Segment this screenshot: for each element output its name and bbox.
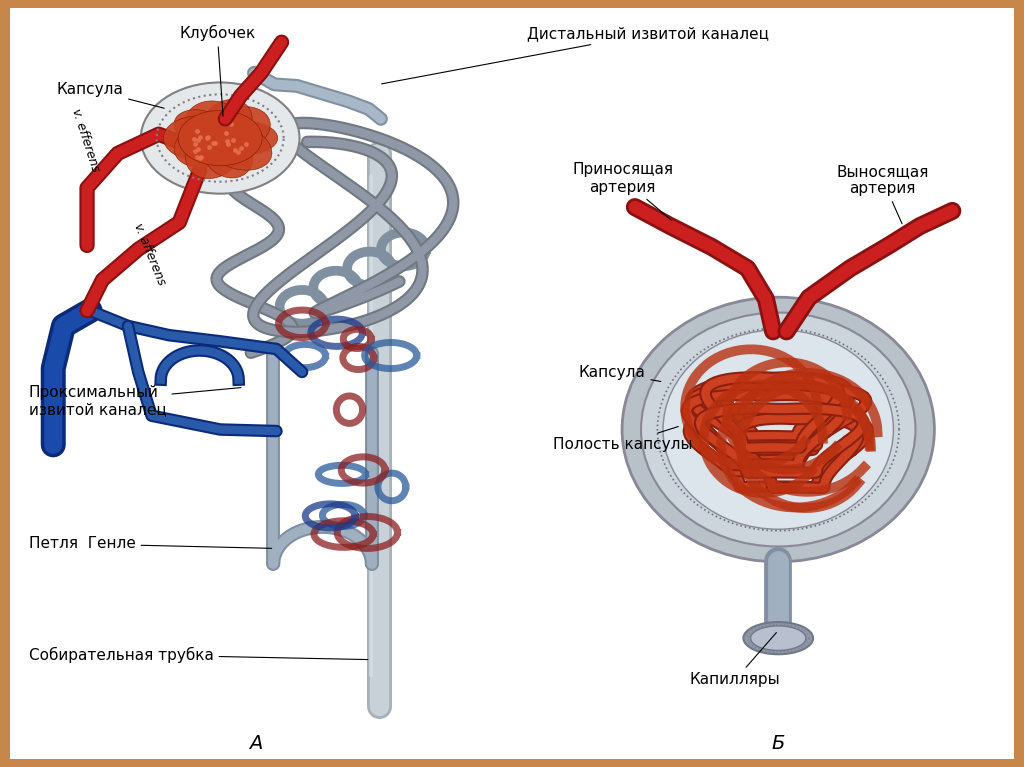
Ellipse shape bbox=[174, 110, 229, 148]
Text: Клубочек: Клубочек bbox=[179, 25, 255, 116]
Ellipse shape bbox=[185, 101, 242, 146]
Ellipse shape bbox=[743, 622, 813, 654]
Text: Капсула: Капсула bbox=[579, 365, 660, 381]
Ellipse shape bbox=[202, 127, 253, 178]
Text: Капсула: Капсула bbox=[56, 81, 164, 108]
Ellipse shape bbox=[751, 626, 806, 650]
Text: Проксимальный
извитой каналец: Проксимальный извитой каналец bbox=[29, 385, 241, 417]
Text: Петля  Генле: Петля Генле bbox=[29, 536, 271, 551]
Ellipse shape bbox=[623, 297, 935, 561]
Text: Дистальный извитой каналец: Дистальный извитой каналец bbox=[382, 26, 769, 84]
Text: v. afferens: v. afferens bbox=[131, 221, 168, 287]
Ellipse shape bbox=[202, 100, 252, 147]
Ellipse shape bbox=[205, 124, 272, 170]
Ellipse shape bbox=[178, 110, 262, 166]
Text: Приносящая
артерия: Приносящая артерия bbox=[572, 163, 673, 221]
Ellipse shape bbox=[174, 127, 229, 167]
Text: Собирательная трубка: Собирательная трубка bbox=[29, 647, 368, 663]
Ellipse shape bbox=[207, 107, 270, 152]
Ellipse shape bbox=[208, 121, 278, 155]
Text: Выносящая
артерия: Выносящая артерия bbox=[837, 164, 929, 224]
Text: Полость капсулы: Полость капсулы bbox=[553, 426, 692, 452]
Text: А: А bbox=[249, 735, 263, 753]
Text: Б: Б bbox=[771, 735, 785, 753]
FancyBboxPatch shape bbox=[10, 8, 1014, 759]
Ellipse shape bbox=[664, 330, 893, 529]
Ellipse shape bbox=[185, 127, 241, 179]
Ellipse shape bbox=[641, 313, 915, 546]
Ellipse shape bbox=[141, 83, 299, 194]
Text: v. efferens: v. efferens bbox=[70, 107, 102, 173]
Text: Капилляры: Капилляры bbox=[690, 633, 780, 687]
Ellipse shape bbox=[164, 116, 231, 160]
